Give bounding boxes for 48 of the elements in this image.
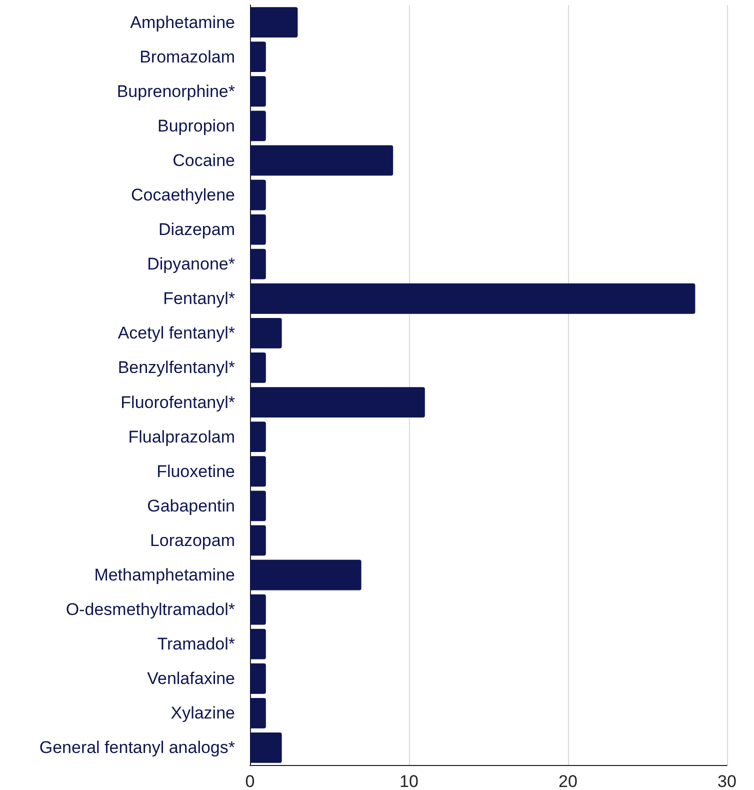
bar	[250, 422, 266, 452]
y-tick-label: Diazepam	[158, 220, 235, 240]
y-tick-label: Lorazopam	[150, 530, 235, 550]
bar	[250, 525, 266, 556]
y-tick-label: Venlafaxine	[147, 669, 235, 688]
x-tick-label: 30	[718, 772, 736, 790]
y-tick-label: Xylazine	[170, 704, 235, 723]
bar	[250, 490, 266, 522]
bar	[250, 594, 266, 625]
bar	[250, 318, 282, 348]
y-tick-label: Buprenorphine*	[116, 82, 236, 101]
bar	[250, 698, 266, 728]
bar	[250, 76, 266, 107]
bar	[250, 214, 266, 245]
bar	[250, 7, 298, 38]
y-tick-label: General fentanyl analogs*	[39, 738, 236, 758]
bar	[250, 560, 362, 590]
y-tick-label: Cocaine	[172, 150, 235, 170]
bar	[250, 283, 696, 314]
y-tick-label: Gabapentin	[147, 496, 235, 516]
y-tick-label: Fentanyl*	[163, 289, 236, 308]
bar	[250, 42, 266, 72]
y-tick-label: Dipyanone*	[147, 254, 236, 274]
x-tick-label: 20	[558, 772, 578, 790]
y-tick-label: Bupropion	[157, 116, 235, 136]
y-tick-label: Amphetamine	[130, 12, 235, 32]
bar	[250, 352, 266, 383]
x-tick-label: 10	[400, 772, 418, 790]
y-tick-label: Methamphetamine	[94, 566, 235, 584]
bar	[250, 248, 266, 280]
y-tick-label: Fluoxetine	[156, 462, 235, 481]
y-tick-label: Tramadol*	[157, 634, 236, 654]
y-tick-label: Flualprazolam	[128, 427, 235, 446]
y-tick-label: Fluorofentanyl*	[120, 392, 236, 412]
bar	[250, 732, 282, 763]
bar	[250, 663, 266, 694]
y-tick-label: Bromazolam	[140, 47, 235, 66]
bar	[250, 387, 425, 418]
y-tick-label: Acetyl fentanyl*	[118, 324, 236, 343]
y-tick-label: Cocaethylene	[131, 186, 235, 204]
bar	[250, 110, 266, 142]
y-tick-label: Benzylfentanyl*	[118, 358, 236, 378]
bar	[250, 145, 394, 176]
x-tick-label: 0	[245, 772, 255, 790]
bar	[250, 180, 266, 210]
bar	[250, 456, 266, 487]
bar	[250, 628, 266, 660]
y-tick-label: O-desmethyltramadol*	[66, 600, 236, 620]
